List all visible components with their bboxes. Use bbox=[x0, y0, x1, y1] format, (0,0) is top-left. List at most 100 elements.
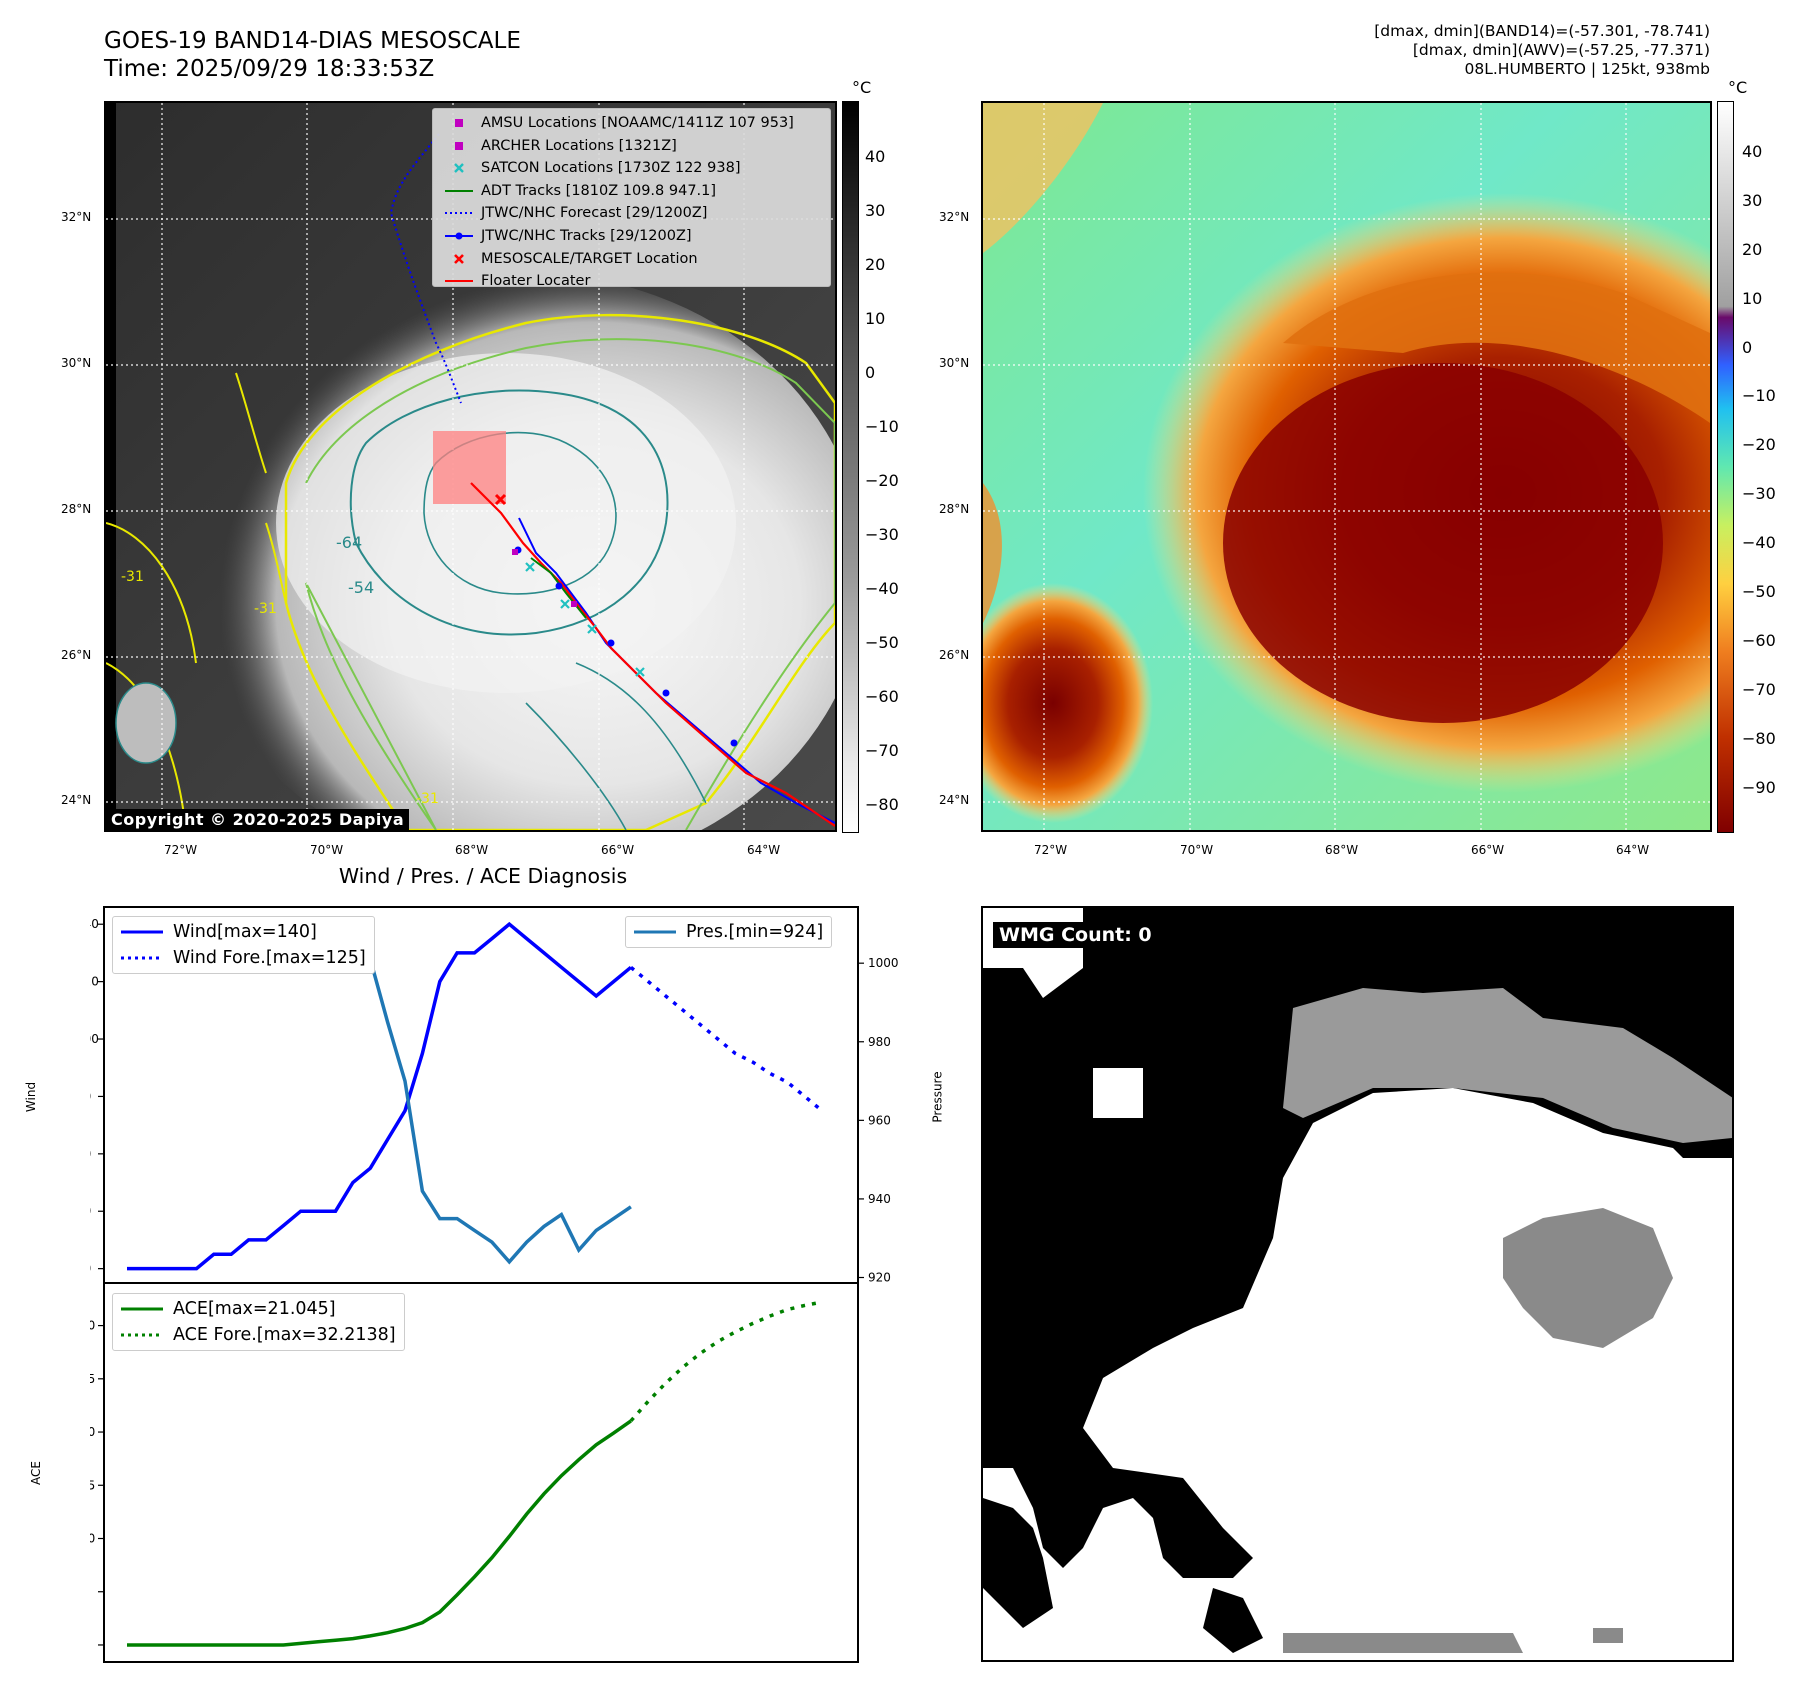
ir-satellite-panel: -64 -54 -31 -31 -31 Copyright © 2020-202… bbox=[104, 101, 837, 832]
awv-tick-m50: −50 bbox=[1742, 582, 1776, 601]
pressure-ytick-label: 960 bbox=[868, 1113, 891, 1127]
contour-label-2: -54 bbox=[348, 578, 374, 597]
awv-tick-m60: −60 bbox=[1742, 631, 1776, 650]
series-wind-fore--line bbox=[629, 965, 824, 1113]
ace-legend: ACE[max=21.045] ACE Fore.[max=32.2138] bbox=[112, 1293, 405, 1351]
awv-tick-20: 20 bbox=[1742, 240, 1763, 259]
legend-item-tracks: JTWC/NHC Tracks [29/1200Z] bbox=[433, 225, 830, 248]
legend-pressure: Pres.[min=924] bbox=[634, 922, 824, 942]
pressure-ytick-label: 940 bbox=[868, 1192, 891, 1206]
lat-label-26: 26°N bbox=[61, 648, 92, 662]
awv-lat-label-30: 30°N bbox=[939, 356, 970, 370]
awv-lat-label-28: 28°N bbox=[939, 502, 970, 516]
awv-tick-m30: −30 bbox=[1742, 484, 1776, 503]
pressure-ytick-label: 980 bbox=[868, 1035, 891, 1049]
ace-axes-frame bbox=[103, 1282, 859, 1663]
wind-axis-label: Wind bbox=[24, 1081, 39, 1113]
floater-track bbox=[470, 482, 835, 827]
copyright-label: Copyright © 2020-2025 Dapiya bbox=[106, 809, 410, 830]
awv-lat-label-24: 24°N bbox=[939, 793, 970, 807]
awv-satellite-image bbox=[983, 103, 1710, 830]
ace-ytick-label: 20 bbox=[90, 1425, 95, 1439]
ir-tick-m10: −10 bbox=[865, 417, 899, 436]
awv-colorbar bbox=[1717, 101, 1734, 833]
awv-map-grid bbox=[983, 103, 1710, 830]
awv-tick-m10: −10 bbox=[1742, 386, 1776, 405]
awv-lon-label-70: 70°W bbox=[1180, 843, 1214, 857]
info-line1: [dmax, dmin](BAND14)=(-57.301, -78.741) bbox=[1374, 22, 1710, 40]
legend-wind-forecast: Wind Fore.[max=125] bbox=[121, 948, 366, 968]
awv-tick-m80: −80 bbox=[1742, 729, 1776, 748]
awv-lat-label-32: 32°N bbox=[939, 210, 970, 224]
legend-wind: Wind[max=140] bbox=[121, 922, 317, 942]
legend-item-forecast: JTWC/NHC Forecast [29/1200Z] bbox=[445, 205, 708, 222]
ace-ytick-label: 10 bbox=[90, 1532, 95, 1546]
legend-item-amsu: AMSU Locations [NOAAMC/1411Z 107 953] bbox=[433, 112, 830, 135]
figure-title-line2: Time: 2025/09/29 18:33:53Z bbox=[104, 56, 435, 82]
legend-ace: ACE[max=21.045] bbox=[121, 1299, 336, 1319]
info-line3: 08L.HUMBERTO | 125kt, 938mb bbox=[1464, 60, 1711, 78]
ir-tick-m60: −60 bbox=[865, 687, 899, 706]
series-ace-line bbox=[127, 1419, 632, 1647]
legend-item-target: MESOSCALE/TARGET Location bbox=[433, 248, 830, 271]
ace-ytick-label: 15 bbox=[90, 1478, 95, 1492]
ir-tick-10: 10 bbox=[865, 309, 886, 328]
series-ace-fore--line bbox=[629, 1300, 823, 1423]
awv-tick-m70: −70 bbox=[1742, 680, 1776, 699]
awv-satellite-panel bbox=[981, 101, 1712, 832]
ir-tick-20: 20 bbox=[865, 255, 886, 274]
awv-lon-label-66: 66°W bbox=[1471, 843, 1505, 857]
ace-ytick-label: 30 bbox=[90, 1319, 95, 1333]
ir-colorbar-unit: °C bbox=[852, 78, 872, 97]
pressure-axis-label: Pressure bbox=[930, 1071, 945, 1123]
mesoscale-box bbox=[433, 431, 506, 504]
info-line2: [dmax, dmin](AWV)=(-57.25, -77.371) bbox=[1412, 41, 1710, 59]
wind-ytick-label: 80 bbox=[90, 1089, 91, 1103]
diagnosis-chart: 140 120 100 80 60 40 20 1000 980 960 940 920 30 25 20… bbox=[90, 906, 899, 1663]
ace-ytick-label: 25 bbox=[90, 1372, 95, 1386]
pressure-ytick-label: 1000 bbox=[868, 956, 899, 970]
ir-tick-0: 0 bbox=[865, 363, 876, 382]
ir-tick-m80: −80 bbox=[865, 795, 899, 814]
awv-tick-m90: −90 bbox=[1742, 778, 1776, 797]
awv-tick-m40: −40 bbox=[1742, 533, 1776, 552]
ir-tick-30: 30 bbox=[865, 201, 886, 220]
awv-tick-m20: −20 bbox=[1742, 435, 1776, 454]
lat-label-30: 30°N bbox=[61, 356, 92, 370]
pressure-legend: Pres.[min=924] bbox=[625, 916, 833, 948]
wind-ytick-label: 100 bbox=[90, 1032, 99, 1046]
legend-item-satcon: SATCON Locations [1730Z 122 938] bbox=[433, 157, 830, 180]
contour-label-4: -31 bbox=[254, 601, 277, 617]
diagnosis-title: Wind / Pres. / ACE Diagnosis bbox=[338, 864, 628, 888]
ace-axis-label: ACE bbox=[28, 1461, 43, 1485]
awv-lon-label-72: 72°W bbox=[1034, 843, 1068, 857]
wind-ytick-label: 40 bbox=[90, 1204, 91, 1218]
map-legend: AMSU Locations [NOAAMC/1411Z 107 953] AR… bbox=[432, 108, 831, 289]
ir-tick-m70: −70 bbox=[865, 741, 899, 760]
legend-item-adt: ADT Tracks [1810Z 109.8 947.1] bbox=[445, 182, 717, 199]
awv-tick-30: 30 bbox=[1742, 191, 1763, 210]
wmg-panel: WMG Count: 0 bbox=[981, 906, 1734, 1662]
lat-label-24: 24°N bbox=[61, 793, 92, 807]
wind-ytick-label: 120 bbox=[90, 975, 99, 989]
awv-lat-label-26: 26°N bbox=[939, 648, 970, 662]
wind-legend: Wind[max=140] Wind Fore.[max=125] bbox=[112, 916, 375, 974]
wmg-mask-image bbox=[983, 908, 1732, 1653]
wind-ytick-label: 60 bbox=[90, 1147, 91, 1161]
ir-tick-m40: −40 bbox=[865, 579, 899, 598]
awv-lon-label-64: 64°W bbox=[1616, 843, 1650, 857]
lon-label-72: 72°W bbox=[164, 843, 198, 857]
lon-label-68: 68°W bbox=[455, 843, 489, 857]
awv-lon-label-68: 68°W bbox=[1325, 843, 1359, 857]
lon-label-64: 64°W bbox=[747, 843, 781, 857]
legend-ace-forecast: ACE Fore.[max=32.2138] bbox=[121, 1325, 396, 1345]
contour-label-5: -31 bbox=[416, 791, 439, 807]
wind-ytick-label: 20 bbox=[90, 1262, 91, 1276]
ir-colorbar bbox=[842, 101, 859, 833]
contour-label-1: -64 bbox=[336, 533, 362, 552]
legend-item-floater: Floater Locater bbox=[445, 273, 591, 290]
ir-tick-m30: −30 bbox=[865, 525, 899, 544]
ir-tick-m20: −20 bbox=[865, 471, 899, 490]
contour-label-3: -31 bbox=[121, 569, 144, 585]
figure-title-line1: GOES-19 BAND14-DIAS MESOSCALE bbox=[104, 28, 521, 54]
